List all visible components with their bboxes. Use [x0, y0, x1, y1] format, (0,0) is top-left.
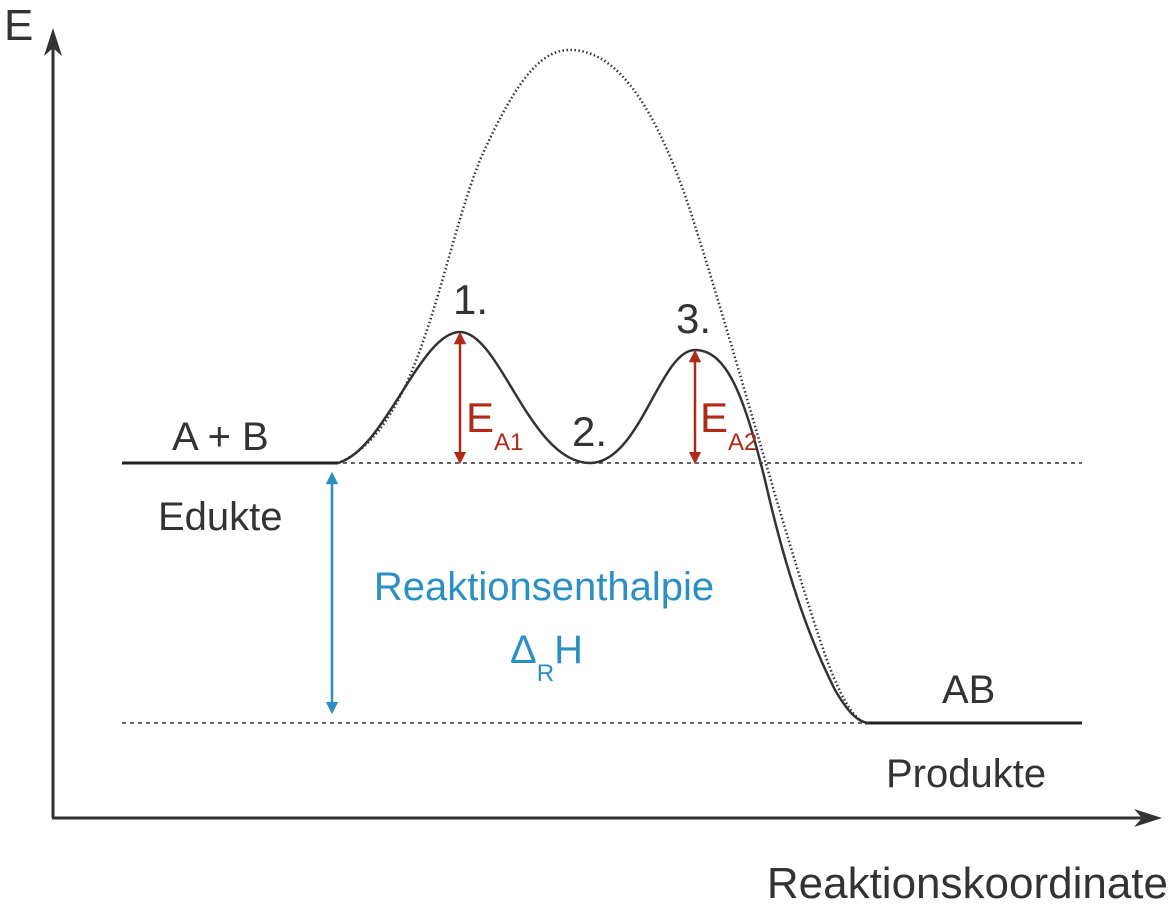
x-axis-arrowhead — [1134, 809, 1162, 827]
ea2-label: EA2 — [700, 394, 757, 456]
step-2-label: 2. — [572, 408, 607, 455]
enthalpy-symbol-sub: R — [537, 660, 554, 687]
enthalpy-symbol-delta: Δ — [510, 628, 537, 672]
ea1-sub: A1 — [494, 429, 523, 456]
enthalpy-title: Reaktionsenthalpie — [374, 565, 714, 609]
educts-name: Edukte — [158, 495, 283, 539]
product-formula: AB — [942, 668, 995, 712]
y-axis-label: E — [4, 1, 33, 50]
enthalpy-symbol-h: H — [554, 628, 583, 672]
ea1-label: EA1 — [466, 394, 523, 456]
educts-formula: A + B — [172, 415, 269, 459]
ea1-main: E — [466, 394, 494, 441]
enthalpy-symbol: ΔRH — [510, 628, 583, 687]
step-3-label: 3. — [676, 295, 711, 342]
catalyzed-curve — [337, 330, 871, 725]
y-axis-arrowhead — [44, 28, 62, 56]
x-axis-label: Reaktionskoordinate — [767, 859, 1168, 908]
product-name: Produkte — [886, 752, 1046, 796]
step-1-label: 1. — [453, 276, 488, 323]
uncatalyzed-curve — [337, 48, 869, 725]
ea2-sub: A2 — [728, 429, 757, 456]
axes — [44, 28, 1162, 827]
ea2-main: E — [700, 394, 728, 441]
